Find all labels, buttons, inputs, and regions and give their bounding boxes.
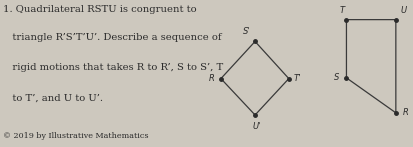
Text: © 2019 by Illustrative Mathematics: © 2019 by Illustrative Mathematics [3,132,148,141]
Text: to T’, and U to U’.: to T’, and U to U’. [3,94,103,103]
Text: S: S [334,73,339,82]
Text: U: U [401,6,407,15]
Text: S': S' [243,27,251,36]
Text: 1. Quadrilateral RSTU is congruent to: 1. Quadrilateral RSTU is congruent to [3,5,196,14]
Text: U': U' [253,122,261,131]
Text: triangle R’S’T’U’. Describe a sequence of: triangle R’S’T’U’. Describe a sequence o… [3,33,221,42]
Text: R: R [209,74,215,83]
Text: rigid motions that takes R to R’, S to S’, T: rigid motions that takes R to R’, S to S… [3,63,223,72]
Text: T: T [340,6,345,15]
Text: R: R [403,108,409,117]
Text: T': T' [294,74,301,83]
